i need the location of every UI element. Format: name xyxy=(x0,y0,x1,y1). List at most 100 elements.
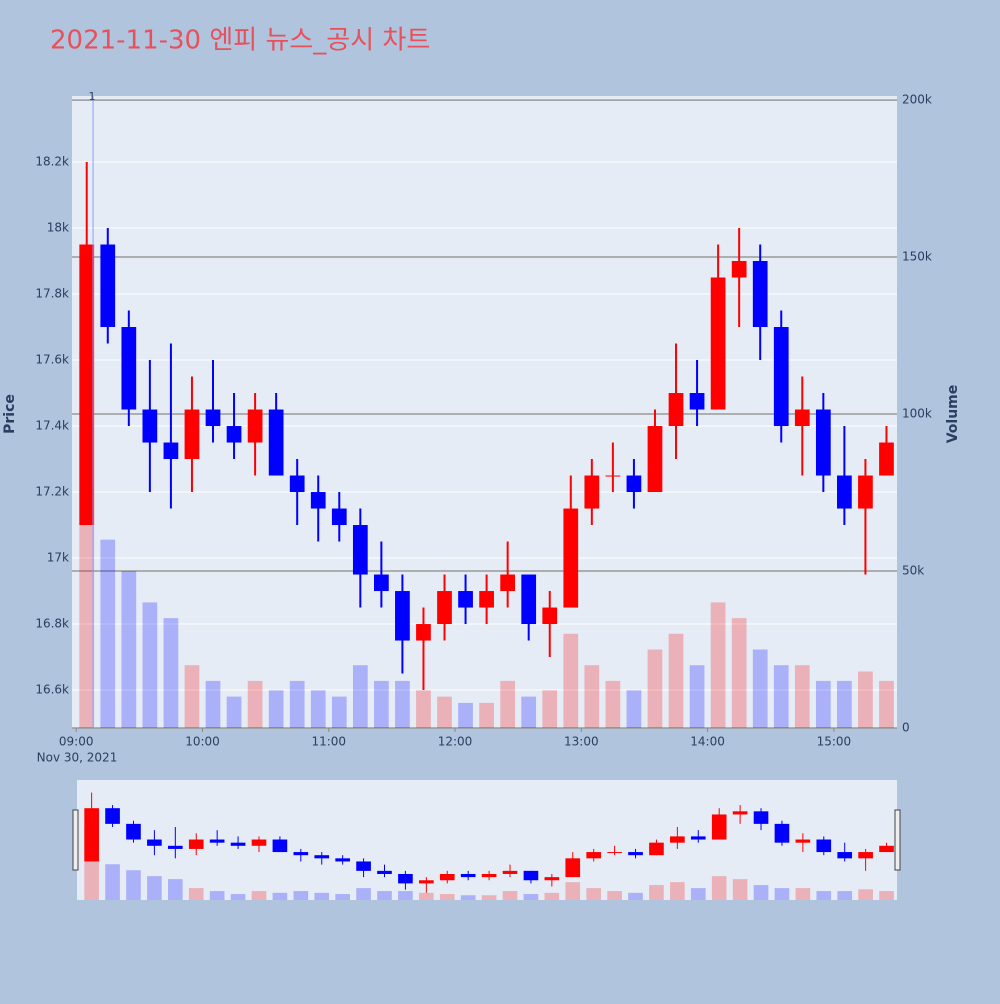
mini-volume-bar xyxy=(105,864,120,900)
y2-tick-label: 50k xyxy=(902,564,924,578)
mini-volume-bar xyxy=(293,891,309,900)
mini-volume-bar xyxy=(565,882,581,900)
volume-bar xyxy=(163,618,179,728)
mini-candle-body xyxy=(126,823,141,840)
mini-volume-bar xyxy=(544,892,560,900)
mini-candle-body xyxy=(105,808,120,824)
mini-volume-bar xyxy=(607,891,622,900)
mini-volume-bar xyxy=(858,889,873,900)
range-handle-left[interactable] xyxy=(72,809,79,871)
mini-candle-body xyxy=(398,873,413,884)
candle-body xyxy=(226,426,242,443)
x-tick-label: 14:00 xyxy=(690,735,725,749)
mini-volume-bar xyxy=(481,895,497,900)
mini-volume-bar xyxy=(377,891,392,900)
mini-candle-body xyxy=(335,858,350,862)
mini-volume-bar xyxy=(732,879,748,900)
candle-body xyxy=(310,492,326,509)
y-tick-label: 17.8k xyxy=(35,287,69,301)
candle-body xyxy=(858,475,873,509)
mini-candle-body xyxy=(523,870,539,881)
candle-body xyxy=(584,475,600,509)
volume-bar xyxy=(668,633,684,728)
candle-body xyxy=(395,591,410,641)
candle-body xyxy=(626,475,642,493)
candle-body xyxy=(268,409,284,476)
mini-volume-bar xyxy=(209,891,225,900)
candle-body xyxy=(710,277,726,410)
y-tick-label: 17k xyxy=(47,551,69,565)
mini-candle-body xyxy=(544,877,560,881)
candle-body xyxy=(163,442,179,460)
x-tick-label: 15:00 xyxy=(817,735,852,749)
candle-body xyxy=(416,624,431,641)
mini-volume-bar xyxy=(147,876,162,900)
mini-volume-bar xyxy=(774,888,790,900)
volume-bar xyxy=(710,602,726,728)
mini-volume-bar xyxy=(439,894,455,900)
y-tick-label: 16.8k xyxy=(35,617,69,631)
volume-bar xyxy=(226,696,242,728)
mini-candle-body xyxy=(419,880,434,884)
mini-candle-body xyxy=(188,839,204,849)
mini-volume-bar xyxy=(167,879,183,900)
mini-candle-body xyxy=(607,852,622,854)
mini-volume-bar xyxy=(628,892,643,900)
candle-body xyxy=(689,393,705,410)
mini-candle-body xyxy=(377,870,392,874)
candle-body xyxy=(479,591,494,608)
y2-tick-label: 100k xyxy=(902,407,932,421)
candle-body xyxy=(668,393,684,427)
candle-body xyxy=(752,261,768,328)
mini-volume-bar xyxy=(523,894,539,900)
mini-candle-body xyxy=(293,852,309,856)
mini-volume-bar xyxy=(753,885,769,900)
mini-candle-body xyxy=(753,811,769,824)
volume-bar xyxy=(268,690,284,728)
mini-candle-body xyxy=(147,839,162,846)
mini-volume-bar xyxy=(398,891,413,900)
mini-candle-body xyxy=(272,839,288,853)
mini-volume-bar xyxy=(502,891,518,900)
x-tick-label: 11:00 xyxy=(311,735,346,749)
candle-body xyxy=(879,442,894,476)
mini-volume-bar xyxy=(837,891,853,900)
candle-body xyxy=(289,475,305,493)
chart-title: 2021-11-30 엔피 뉴스_공시 차트 xyxy=(50,26,430,56)
x-tick-label: 13:00 xyxy=(564,735,599,749)
volume-bar xyxy=(100,539,116,728)
volume-bar xyxy=(521,696,537,728)
mini-volume-bar xyxy=(879,891,894,900)
candle-body xyxy=(500,574,516,592)
y2-tick-label: 150k xyxy=(902,250,932,264)
mini-candle-body xyxy=(795,839,811,843)
mini-volume-bar xyxy=(251,891,267,900)
mini-candle-body xyxy=(649,842,664,856)
candle-body xyxy=(731,261,747,278)
volume-bar xyxy=(479,702,494,728)
volume-bar xyxy=(794,665,810,728)
volume-bar xyxy=(331,696,347,728)
x-date-label: Nov 30, 2021 xyxy=(37,751,118,765)
x-tick-label: 10:00 xyxy=(185,735,220,749)
mini-candle-body xyxy=(837,852,853,859)
mini-candle-body xyxy=(628,852,643,856)
candle-body xyxy=(773,327,789,427)
volume-bar xyxy=(542,690,558,728)
volume-bar xyxy=(310,690,326,728)
candle-body xyxy=(605,475,621,477)
mini-volume-bar xyxy=(230,894,246,900)
volume-bar xyxy=(605,680,621,728)
mini-candle-body xyxy=(439,873,455,881)
mini-volume-bar xyxy=(711,876,727,900)
mini-volume-bar xyxy=(356,888,371,900)
candle-body xyxy=(142,409,158,443)
y-tick-label: 16.6k xyxy=(35,683,69,697)
x-tick-label: 12:00 xyxy=(438,735,473,749)
candle-body xyxy=(542,607,558,625)
mini-candle-body xyxy=(356,861,371,871)
candle-body xyxy=(205,409,221,427)
y-axis-title: Price xyxy=(2,394,18,434)
range-handle-right[interactable] xyxy=(894,809,901,871)
